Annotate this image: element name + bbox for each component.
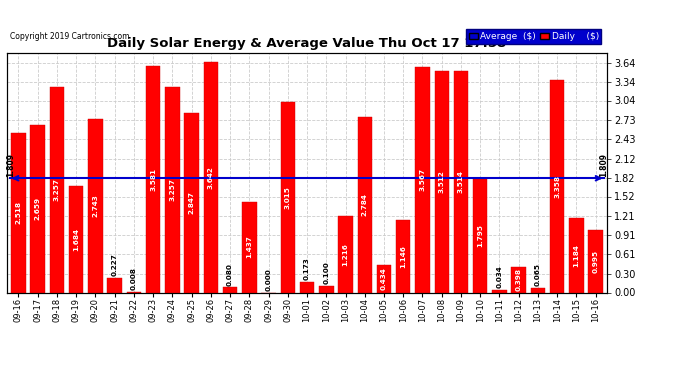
Text: 2.847: 2.847 <box>188 191 195 214</box>
Text: 0.008: 0.008 <box>131 267 137 290</box>
Text: Copyright 2019 Cartronics.com: Copyright 2019 Cartronics.com <box>10 32 130 41</box>
Text: 3.257: 3.257 <box>169 178 175 201</box>
Text: 1.184: 1.184 <box>573 244 580 267</box>
Bar <box>492 290 506 292</box>
Bar <box>454 70 469 292</box>
Text: 3.358: 3.358 <box>554 175 560 198</box>
Bar <box>550 80 564 292</box>
Text: 3.642: 3.642 <box>208 166 214 189</box>
Bar <box>242 202 257 292</box>
Bar <box>473 179 487 292</box>
Text: 0.034: 0.034 <box>496 266 502 288</box>
Text: 2.518: 2.518 <box>15 201 21 225</box>
Text: 3.514: 3.514 <box>458 170 464 193</box>
Bar <box>165 87 179 292</box>
Text: 1.795: 1.795 <box>477 224 483 248</box>
Text: 3.567: 3.567 <box>420 168 426 191</box>
Bar <box>30 124 45 292</box>
Legend: Average  ($), Daily    ($): Average ($), Daily ($) <box>466 29 602 44</box>
Bar <box>300 282 314 292</box>
Text: 1.809: 1.809 <box>599 153 609 177</box>
Bar <box>589 230 603 292</box>
Text: 0.434: 0.434 <box>381 267 387 290</box>
Text: 3.512: 3.512 <box>439 170 445 193</box>
Text: 3.581: 3.581 <box>150 168 156 191</box>
Bar <box>223 288 237 292</box>
Text: 0.065: 0.065 <box>535 264 541 286</box>
Bar <box>531 288 545 292</box>
Text: 0.000: 0.000 <box>266 268 272 291</box>
Bar <box>88 119 103 292</box>
Bar <box>319 286 333 292</box>
Text: 1.146: 1.146 <box>400 245 406 268</box>
Bar <box>357 117 372 292</box>
Bar <box>511 267 526 292</box>
Bar <box>204 63 218 292</box>
Text: 2.743: 2.743 <box>92 195 99 217</box>
Bar <box>415 67 430 292</box>
Text: 1.809: 1.809 <box>6 153 15 177</box>
Text: 1.216: 1.216 <box>342 243 348 266</box>
Text: 0.173: 0.173 <box>304 257 310 280</box>
Text: 1.684: 1.684 <box>73 228 79 251</box>
Bar <box>338 216 353 292</box>
Bar <box>146 66 160 292</box>
Text: 0.227: 0.227 <box>112 254 118 276</box>
Bar <box>396 220 411 292</box>
Title: Daily Solar Energy & Average Value Thu Oct 17 17:58: Daily Solar Energy & Average Value Thu O… <box>108 37 506 50</box>
Text: 0.100: 0.100 <box>324 261 329 284</box>
Text: 3.257: 3.257 <box>54 178 60 201</box>
Bar <box>11 134 26 292</box>
Bar <box>435 71 449 292</box>
Bar <box>69 186 83 292</box>
Bar <box>569 218 584 292</box>
Text: 3.015: 3.015 <box>285 186 290 209</box>
Text: 0.080: 0.080 <box>227 262 233 285</box>
Text: 2.784: 2.784 <box>362 193 368 216</box>
Text: 1.437: 1.437 <box>246 236 253 258</box>
Bar <box>108 278 122 292</box>
Bar <box>184 113 199 292</box>
Text: 0.995: 0.995 <box>593 249 599 273</box>
Text: 0.398: 0.398 <box>515 268 522 291</box>
Bar <box>50 87 64 292</box>
Bar <box>281 102 295 292</box>
Bar <box>377 265 391 292</box>
Text: 2.659: 2.659 <box>34 197 41 220</box>
